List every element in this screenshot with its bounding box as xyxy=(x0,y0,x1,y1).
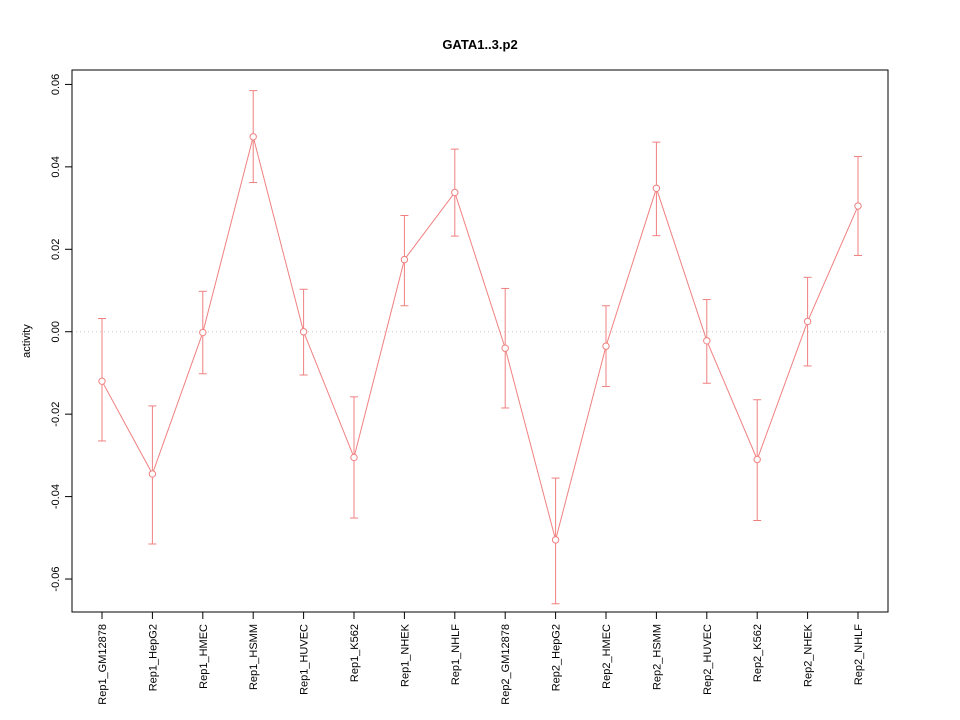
data-point xyxy=(854,202,862,210)
x-tick-label: Rep2_HMEC xyxy=(601,624,613,689)
y-axis-label: activity xyxy=(21,324,33,358)
y-tick-label: -0.06 xyxy=(50,566,62,591)
plot-area: -0.06 -0.04 -0.02 0.00 0.02 0.04 0.06 Rep1_GM12… xyxy=(50,69,889,705)
plot-box xyxy=(71,69,889,613)
y-tick-label: 0.02 xyxy=(50,239,62,260)
data-point xyxy=(98,377,106,385)
x-tick-label: Rep1_HMEC xyxy=(198,624,210,689)
data-point xyxy=(249,133,257,141)
data-point xyxy=(199,328,207,337)
x-tick-label: Rep1_NHLF xyxy=(450,624,462,685)
x-tick-label: Rep2_HUVEC xyxy=(702,624,714,695)
x-tick-label: Rep2_HSMM xyxy=(651,624,663,690)
data-point xyxy=(299,328,308,336)
x-tick-label: Rep2_K562 xyxy=(752,624,764,682)
x-tick-label: Rep1_HSMM xyxy=(248,624,260,690)
chart-title: GATA1..3.p2 xyxy=(442,37,517,52)
y-tick-label: 0.06 xyxy=(50,74,62,95)
x-tick-label: Rep1_GM12878 xyxy=(97,624,109,705)
y-tick-label: -0.02 xyxy=(50,402,62,427)
x-tick-label: Rep2_NHLF xyxy=(853,624,865,685)
x-tick-label: Rep2_HepG2 xyxy=(551,624,563,691)
y-tick-label: 0.00 xyxy=(50,321,62,342)
data-point xyxy=(753,455,761,464)
x-tick-label: Rep1_HUVEC xyxy=(299,624,311,695)
x-tick-label: Rep1_HepG2 xyxy=(147,624,159,691)
data-point xyxy=(602,342,610,350)
x-tick-label: Rep2_NHEK xyxy=(803,623,815,687)
data-point xyxy=(400,255,409,264)
data-point xyxy=(803,317,812,326)
data-point xyxy=(501,344,509,352)
data-point xyxy=(703,337,711,345)
data-point xyxy=(451,188,459,197)
y-tick-label: -0.04 xyxy=(50,484,62,509)
y-tick-label: 0.04 xyxy=(50,156,62,177)
x-tick-label: Rep1_NHEK xyxy=(399,623,411,687)
data-point xyxy=(652,184,661,192)
data-point xyxy=(350,453,358,462)
series-line xyxy=(101,136,859,542)
x-tick-label: Rep1_K562 xyxy=(349,624,361,682)
data-point xyxy=(148,470,157,478)
x-tick-label: Rep2_GM12878 xyxy=(500,624,512,705)
data-point xyxy=(551,536,560,544)
